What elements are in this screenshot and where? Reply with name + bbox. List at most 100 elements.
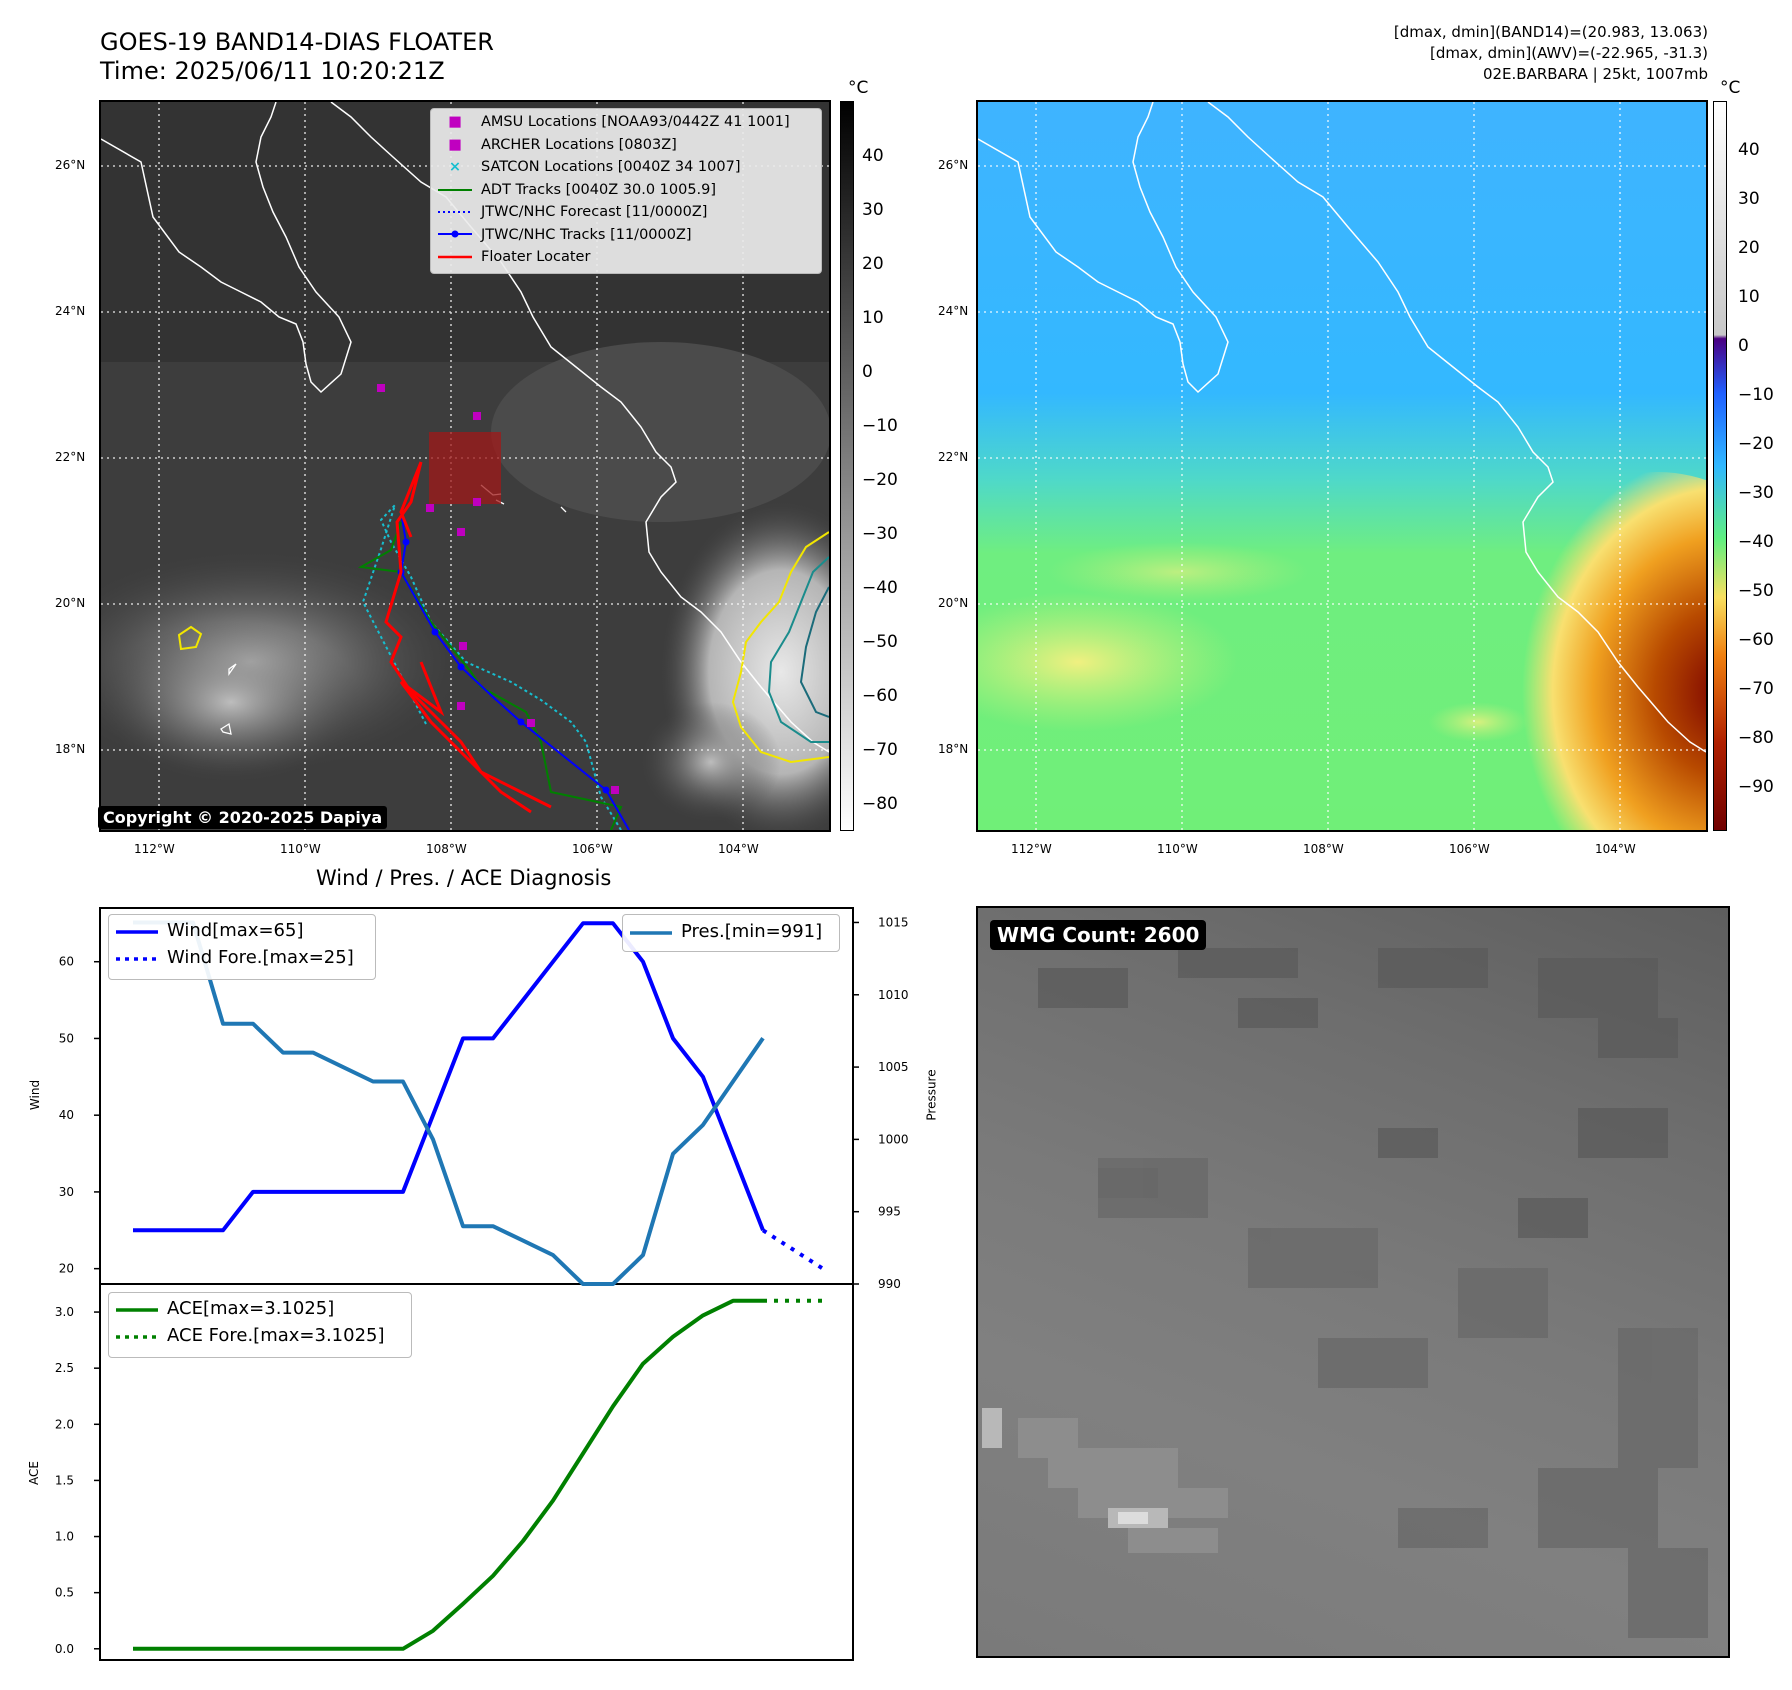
legend-item-jtwc-tracks: JTWC/NHC Tracks [11/0000Z]	[437, 224, 815, 247]
figure-title-line2: Time: 2025/06/11 10:20:21Z	[100, 57, 445, 85]
adt-track	[357, 521, 623, 830]
tick-label: 3.0	[55, 1305, 74, 1319]
lon-label: 108°W	[426, 842, 467, 856]
tick-label: 1015	[878, 915, 909, 929]
figure-title-line1: GOES-19 BAND14-DIAS FLOATER	[100, 28, 494, 56]
lat-label: 22°N	[938, 450, 969, 464]
wv-cbar-tick: −50	[1738, 581, 1774, 601]
info-line1: [dmax, dmin](BAND14)=(20.983, 13.063)	[1393, 23, 1708, 41]
tick-label: 50	[59, 1031, 74, 1045]
wv-map-panel	[976, 100, 1708, 832]
tick-label: 1.0	[55, 1530, 74, 1544]
series-ace-max	[133, 1298, 763, 1651]
ir-cbar-tick: −10	[862, 416, 898, 436]
legend-ace: ACE[max=3.1025]	[116, 1298, 335, 1319]
tick-label: 40	[59, 1108, 74, 1122]
ir-colorbar	[840, 101, 854, 831]
ir-cbar-tick: 10	[862, 308, 884, 328]
ir-cbar-tick: 30	[862, 200, 884, 220]
wv-cbar-tick: −10	[1738, 385, 1774, 405]
wv-map-svg	[978, 102, 1706, 830]
tick-label: 30	[59, 1185, 74, 1199]
wv-cbar-tick: −20	[1738, 434, 1774, 454]
legend-wind: Wind[max=65]	[116, 920, 304, 941]
lon-label: 104°W	[718, 842, 759, 856]
wv-cbar-tick: 0	[1738, 336, 1749, 356]
info-line3: 02E.BARBARA | 25kt, 1007mb	[1482, 65, 1708, 83]
info-line2: [dmax, dmin](AWV)=(-22.965, -31.3)	[1429, 44, 1708, 62]
lat-label: 20°N	[938, 596, 969, 610]
wmg-count-badge: WMG Count: 2600	[990, 920, 1207, 950]
lat-label: 20°N	[55, 596, 86, 610]
diagnosis-title: Wind / Pres. / ACE Diagnosis	[316, 866, 612, 890]
legend-item-amsu: ■ AMSU Locations [NOAA93/0442Z 41 1001]	[448, 114, 790, 130]
ir-cbar-tick: −20	[862, 470, 898, 490]
wv-cbar-tick: 40	[1738, 140, 1760, 160]
tick-label: 995	[878, 1205, 901, 1219]
series-wind-max	[133, 921, 765, 1233]
wmg-texture	[982, 948, 1708, 1638]
floater-locater-track	[384, 461, 552, 809]
lon-label: 110°W	[1157, 842, 1198, 856]
ir-cbar-tick: −50	[862, 632, 898, 652]
wv-cbar-tick: −70	[1738, 679, 1774, 699]
pressure-axis: 990 995 1000 1005 1010 1015	[853, 915, 909, 1291]
wv-cbar-tick: −30	[1738, 483, 1774, 503]
lat-label: 24°N	[55, 304, 86, 318]
legend-item-jtwc-forecast: JTWC/NHC Forecast [11/0000Z]	[438, 204, 708, 220]
ir-colorbar-unit: °C	[848, 78, 869, 98]
wv-cbar-tick: −80	[1738, 728, 1774, 748]
pressure-legend: Pres.[min=991]	[622, 914, 840, 952]
wv-colorbar	[1713, 101, 1727, 831]
wv-cbar-tick: 20	[1738, 238, 1760, 258]
series-pres-min	[133, 920, 765, 1286]
ir-cbar-tick: −70	[862, 740, 898, 760]
tick-label: 990	[878, 1277, 901, 1291]
lat-label: 18°N	[55, 742, 86, 756]
lat-label: 26°N	[55, 158, 86, 172]
wv-cbar-tick: −40	[1738, 532, 1774, 552]
ir-cbar-tick: 0	[862, 362, 873, 382]
lon-label: 104°W	[1595, 842, 1636, 856]
tick-label: 1005	[878, 1060, 909, 1074]
lon-label: 112°W	[1011, 842, 1052, 856]
wind-axis-label: Wind	[28, 1079, 43, 1111]
wv-cbar-tick: −60	[1738, 630, 1774, 650]
tick-label: 1.5	[55, 1473, 74, 1487]
ir-map-legend: ■ AMSU Locations [NOAA93/0442Z 41 1001] ■…	[430, 108, 822, 274]
pressure-axis-label: Pressure	[924, 1069, 939, 1121]
tick-label: 0.0	[55, 1642, 74, 1656]
copyright-label: Copyright © 2020-2025 Dapiya	[98, 806, 388, 829]
tick-label: 2.0	[55, 1417, 74, 1431]
legend-item-adt: ADT Tracks [0040Z 30.0 1005.9]	[438, 181, 717, 198]
ace-legend: ACE[max=3.1025] ACE Fore.[max=3.1025]	[108, 1292, 412, 1358]
ir-cbar-tick: −40	[862, 578, 898, 598]
lon-label: 108°W	[1303, 842, 1344, 856]
amsu-archer-markers	[377, 384, 619, 794]
wind-axis: 20 30 40 50 60	[59, 955, 100, 1276]
diagnosis-chart: 20 30 40 50 60 990 995 1000 1005 1010 1015 0.0 0.5…	[55, 907, 909, 1661]
ir-cbar-tick: 40	[862, 146, 884, 166]
wind-legend: Wind[max=65] Wind Fore.[max=25]	[108, 914, 376, 980]
lat-label: 22°N	[55, 450, 86, 464]
legend-item-archer: ■ ARCHER Locations [0803Z]	[448, 136, 677, 153]
wmg-panel	[976, 906, 1730, 1658]
ir-cbar-tick: −80	[862, 794, 898, 814]
lon-label: 112°W	[134, 842, 175, 856]
series-layer	[133, 920, 825, 1651]
tick-label: 60	[59, 955, 74, 969]
lon-label: 110°W	[280, 842, 321, 856]
ir-cbar-tick: −30	[862, 524, 898, 544]
legend-item-floater: Floater Locater	[438, 249, 591, 265]
ir-cbar-tick: −60	[862, 686, 898, 706]
lat-label: 18°N	[938, 742, 969, 756]
lat-label: 24°N	[938, 304, 969, 318]
tick-label: 0.5	[55, 1586, 74, 1600]
wv-cbar-tick: 10	[1738, 287, 1760, 307]
legend-pressure: Pres.[min=991]	[630, 921, 823, 942]
series-wind-fore-max	[761, 1228, 825, 1271]
tick-label: 20	[59, 1262, 74, 1276]
ace-axis: 0.0 0.5 1.0 1.5 2.0 2.5 3.0	[55, 1305, 100, 1656]
tick-label: 1010	[878, 988, 909, 1002]
wv-gridlines	[978, 102, 1706, 830]
